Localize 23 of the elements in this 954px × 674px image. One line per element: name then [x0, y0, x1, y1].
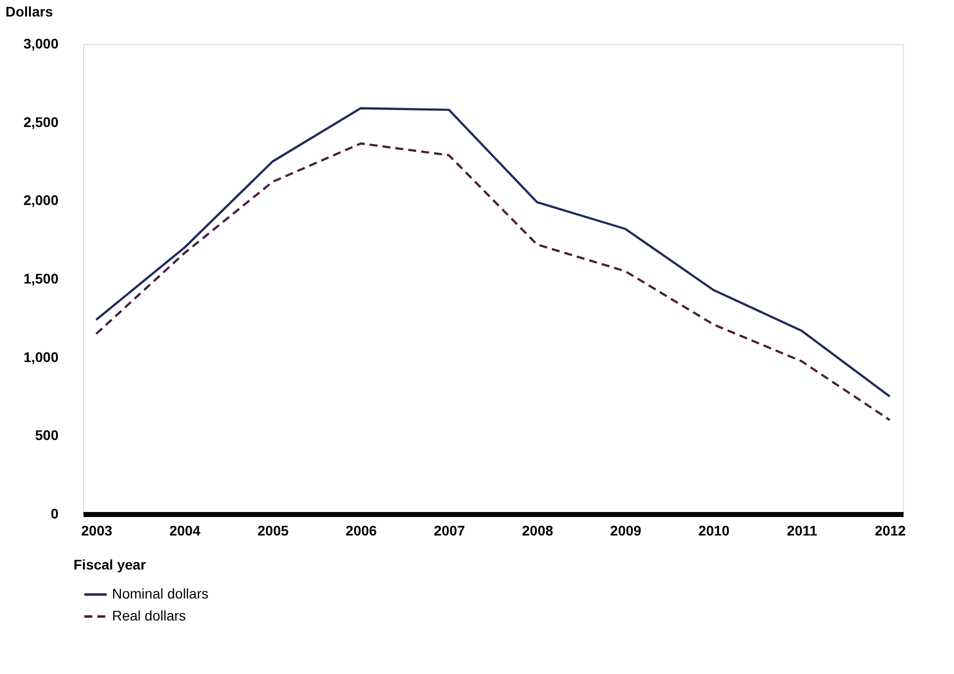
x-tick-label: 2004 [169, 522, 201, 538]
line-series [95, 107, 891, 398]
line-series [95, 142, 891, 422]
x-tick-label: 2007 [434, 522, 466, 538]
y-tick-label: 1,500 [23, 270, 59, 286]
x-axis-title: Fiscal year [74, 556, 146, 572]
y-tick-label: 500 [35, 427, 59, 444]
x-tick-label: 2003 [81, 522, 113, 538]
y-tick-label: 2,000 [23, 192, 59, 208]
y-tick-label: 3,000 [23, 36, 59, 52]
x-tick-label: 2008 [522, 522, 554, 538]
x-tick-label: 2012 [874, 522, 906, 538]
legend-label: Real dollars [112, 608, 186, 624]
x-tick-label: 2011 [786, 522, 818, 538]
x-tick-label: 2009 [610, 522, 642, 538]
y-tick-label: 0 [50, 506, 59, 522]
y-axis-title: Dollars [6, 4, 54, 20]
x-tick-label: 2005 [257, 522, 289, 538]
y-tick-label: 2,500 [23, 114, 59, 130]
x-tick-label: 2006 [346, 522, 378, 538]
x-tick-label: 2010 [698, 522, 730, 538]
legend-label: Nominal dollars [112, 586, 208, 602]
y-tick-label: 1,000 [23, 348, 59, 365]
